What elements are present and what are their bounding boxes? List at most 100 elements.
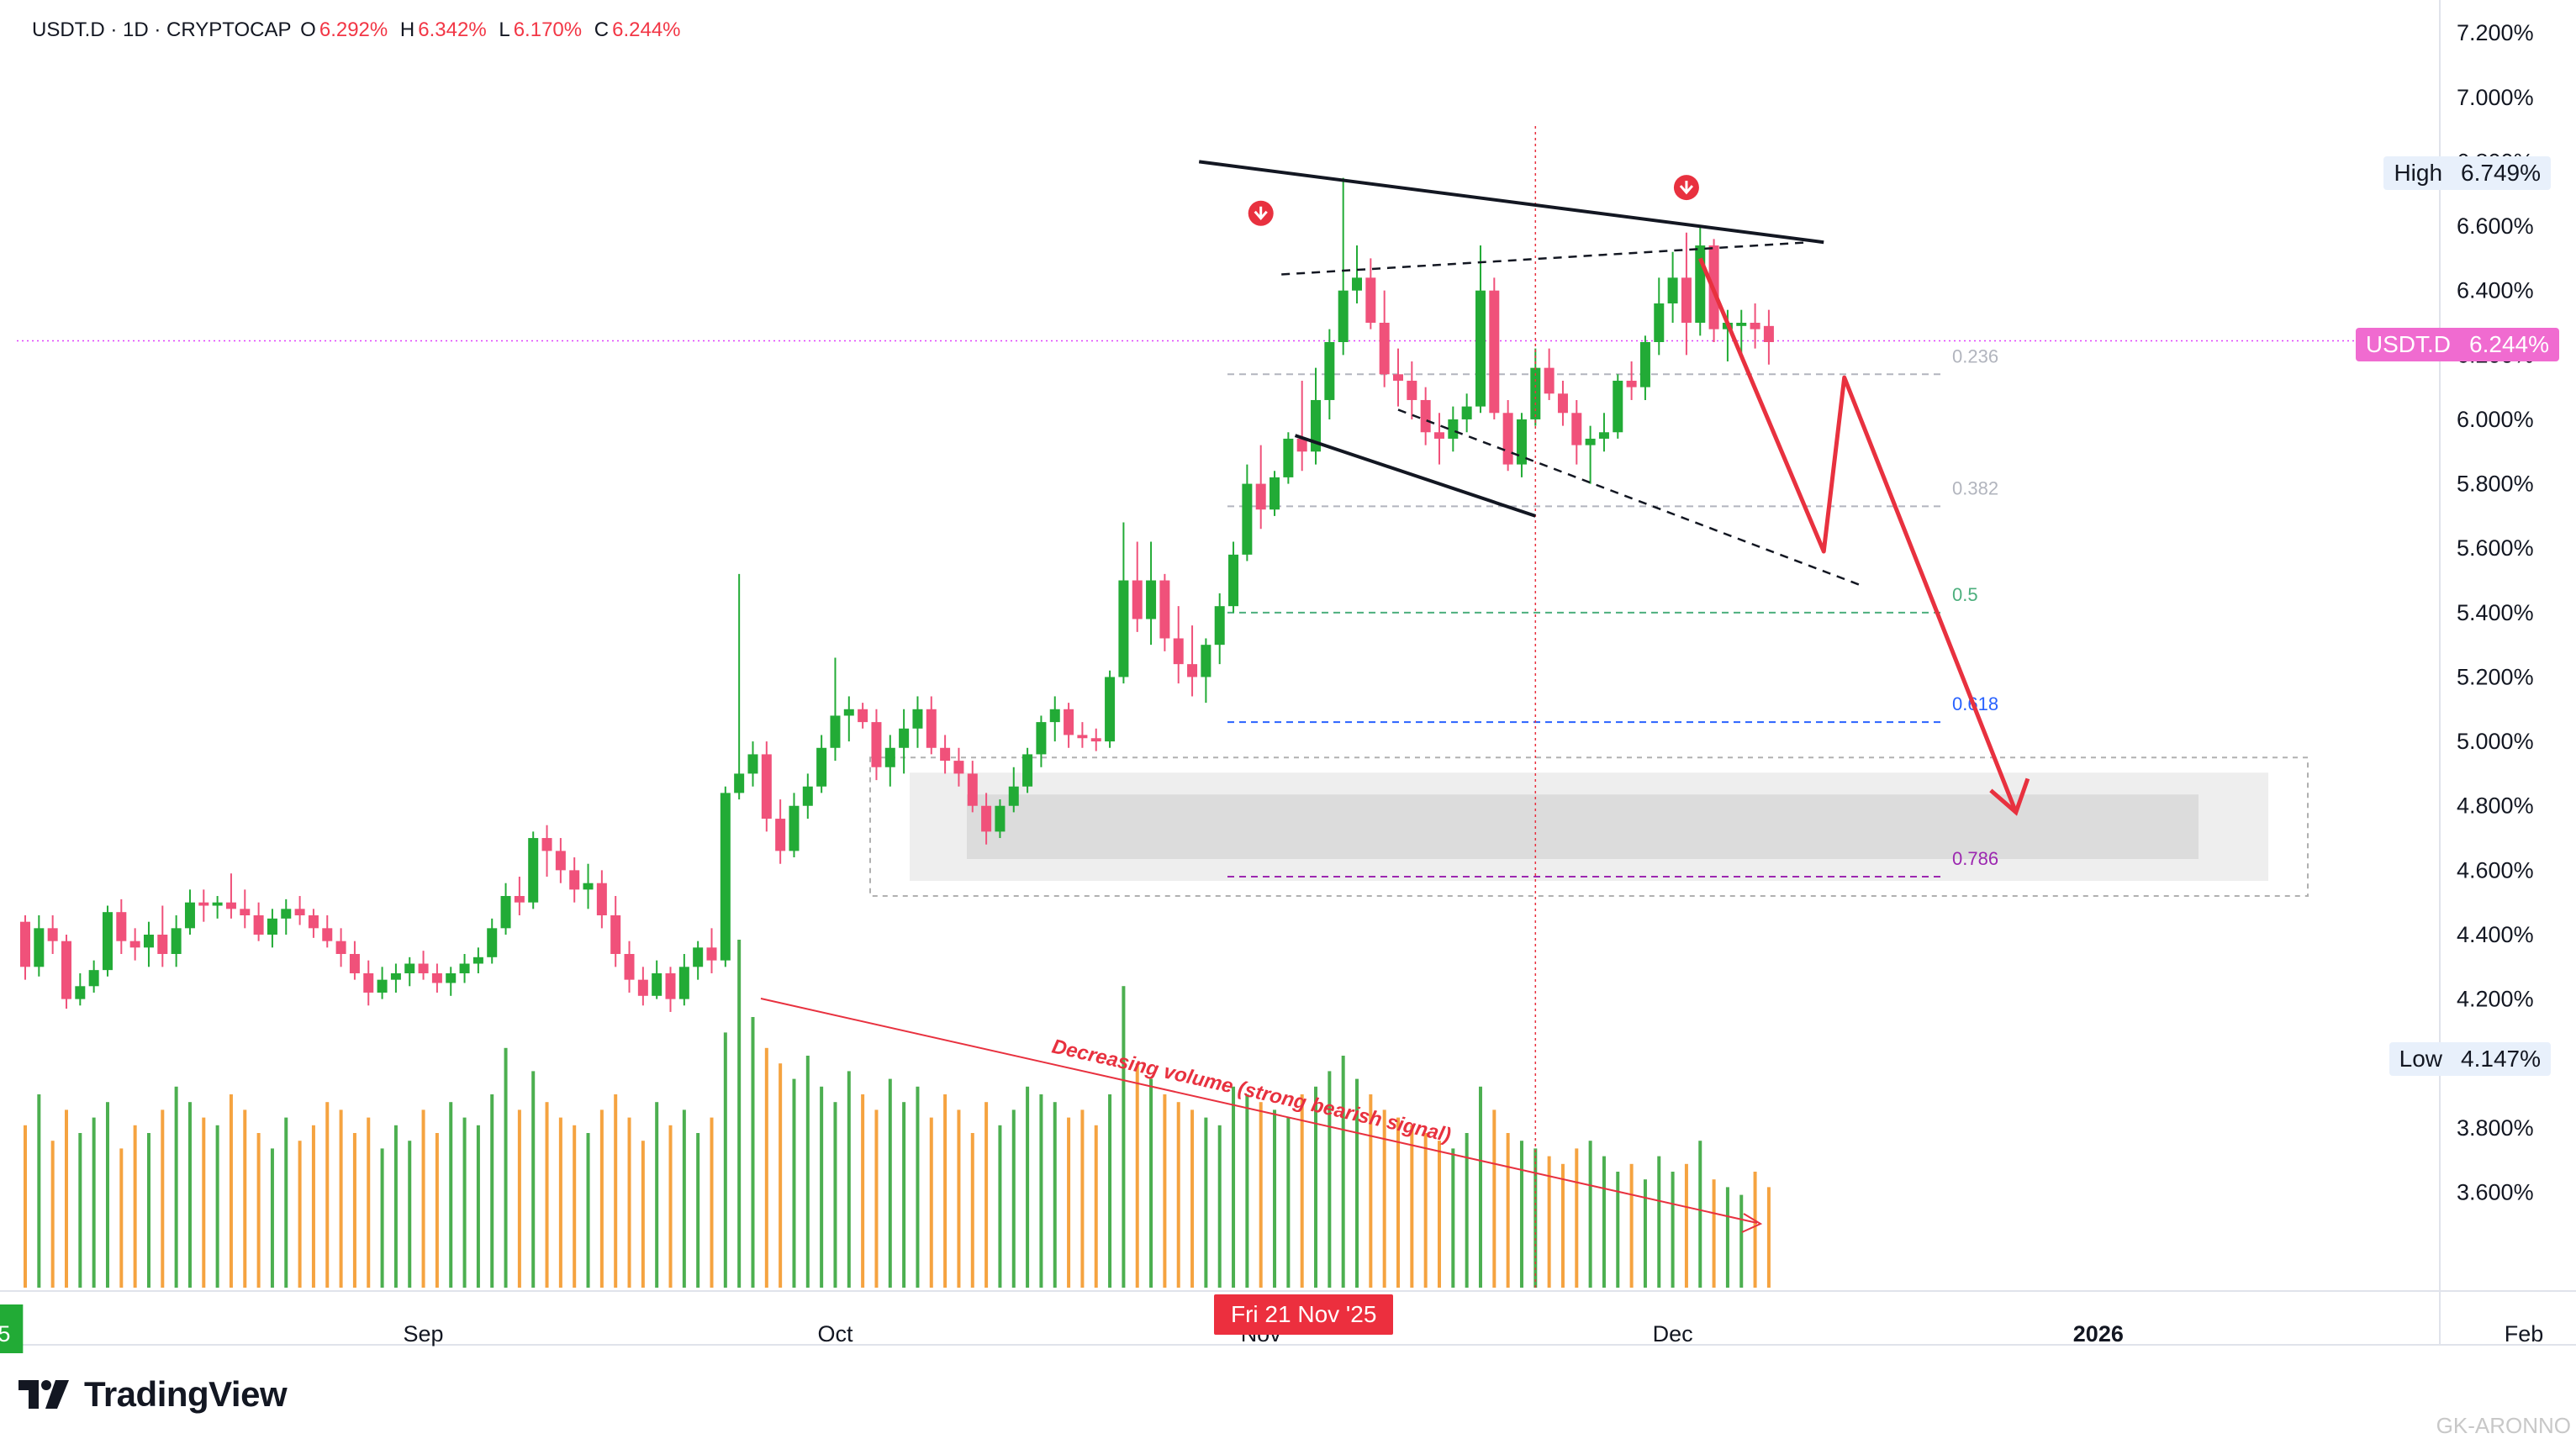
candle-body: [171, 928, 182, 954]
candle-body: [541, 838, 552, 851]
price-tick-label: 7.000%: [2457, 85, 2534, 110]
candle-body: [1433, 432, 1444, 439]
volume-bar: [298, 1141, 302, 1288]
candle-body: [1255, 483, 1266, 510]
candle-body: [1502, 413, 1513, 465]
volume-bar: [1273, 1109, 1277, 1288]
candle-body: [225, 902, 236, 909]
candle-body: [1036, 722, 1047, 755]
candle-body: [1557, 393, 1568, 414]
volume-bar: [133, 1125, 137, 1288]
time-tick-label: Oct: [817, 1321, 853, 1347]
brand-name: TradingView: [84, 1374, 288, 1414]
volume-bar: [1671, 1172, 1675, 1288]
volume-bar: [284, 1117, 288, 1288]
candle-body: [1667, 277, 1678, 304]
high-tag-value: 6.749%: [2461, 160, 2541, 186]
volume-bar: [1560, 1163, 1565, 1288]
candle-body: [129, 941, 140, 948]
volume-bar: [1011, 1109, 1016, 1288]
volume-bar: [37, 1094, 41, 1288]
low-price-tag: Low 4.147%: [2389, 1042, 2551, 1076]
volume-bar: [545, 1102, 549, 1288]
candle-body: [487, 928, 498, 957]
volume-bar: [1492, 1109, 1497, 1288]
volume-bar: [1519, 1141, 1523, 1288]
volume-bar: [984, 1102, 989, 1288]
candle-body: [20, 921, 30, 967]
volume-bar: [655, 1102, 659, 1288]
demand-zone-outline: [869, 756, 2309, 898]
candle-body: [1352, 277, 1363, 291]
candle-body: [446, 972, 457, 983]
candle-body: [1022, 754, 1033, 787]
candle-body: [555, 851, 566, 871]
candle-body: [912, 709, 923, 729]
price-tick-label: 4.400%: [2457, 922, 2534, 947]
candle-body: [1639, 341, 1650, 387]
candle-body: [1049, 709, 1060, 723]
candle-body: [157, 935, 168, 954]
volume-bar: [174, 1086, 178, 1288]
candle-body: [1475, 290, 1486, 407]
volume-bar: [682, 1109, 686, 1288]
candle-body: [652, 972, 662, 996]
candle-body: [281, 909, 292, 919]
volume-bar: [270, 1148, 274, 1288]
tradingview-brand[interactable]: TradingView: [18, 1374, 288, 1415]
volume-bar: [1204, 1117, 1208, 1288]
candle-body: [75, 986, 86, 999]
current-price-tag: USDT.D 6.244%: [2355, 328, 2559, 361]
candle-body: [1695, 245, 1706, 323]
candle-body: [926, 709, 937, 748]
candle-body: [1077, 735, 1088, 739]
volume-bar: [929, 1117, 933, 1288]
candle-body: [596, 883, 607, 916]
volume-bar: [1506, 1133, 1510, 1288]
candle-body: [390, 972, 401, 980]
volume-bar: [531, 1071, 536, 1288]
candle-body: [995, 805, 1006, 832]
volume-bar: [792, 1078, 796, 1288]
volume-bar: [1217, 1125, 1222, 1288]
volume-bar: [1245, 1094, 1249, 1288]
volume-bar: [861, 1094, 865, 1288]
candle-body: [1736, 323, 1747, 326]
volume-bar: [902, 1102, 906, 1288]
candle-body: [198, 902, 209, 906]
candle-body: [1530, 367, 1541, 419]
candle-body: [404, 963, 415, 973]
candle-body: [761, 754, 772, 819]
candle-body: [569, 870, 580, 890]
candle-body: [1407, 380, 1417, 400]
high-price-tag: High 6.749%: [2383, 156, 2551, 190]
volume-bar: [1232, 1086, 1236, 1288]
volume-bar: [202, 1117, 206, 1288]
candle-body: [1448, 419, 1459, 439]
volume-bar: [1053, 1102, 1057, 1288]
candle-body: [1324, 341, 1335, 400]
price-tick-label: 5.200%: [2457, 664, 2534, 689]
candle-body: [363, 972, 374, 993]
candle-body: [267, 918, 277, 935]
volume-bar: [504, 1047, 508, 1288]
volume-bar: [1410, 1125, 1414, 1288]
volume-bar: [833, 1102, 837, 1288]
price-tick-label: 6.000%: [2457, 407, 2534, 432]
volume-bar: [1616, 1172, 1620, 1288]
price-tick-label: 4.200%: [2457, 987, 2534, 1012]
candle-body: [706, 947, 717, 961]
volume-bar: [1753, 1172, 1757, 1288]
candle-body: [1283, 438, 1294, 477]
candle-body: [1311, 399, 1322, 452]
volume-bar: [599, 1109, 604, 1288]
volume-bar: [339, 1109, 343, 1288]
volume-bar: [92, 1117, 96, 1288]
volume-bar: [1423, 1133, 1428, 1288]
candle-body: [1516, 419, 1527, 465]
volume-bar: [888, 1078, 892, 1288]
volume-bar: [1766, 1187, 1771, 1288]
candle-body: [184, 902, 195, 929]
fib-level-label: 0.236: [1952, 345, 1998, 366]
